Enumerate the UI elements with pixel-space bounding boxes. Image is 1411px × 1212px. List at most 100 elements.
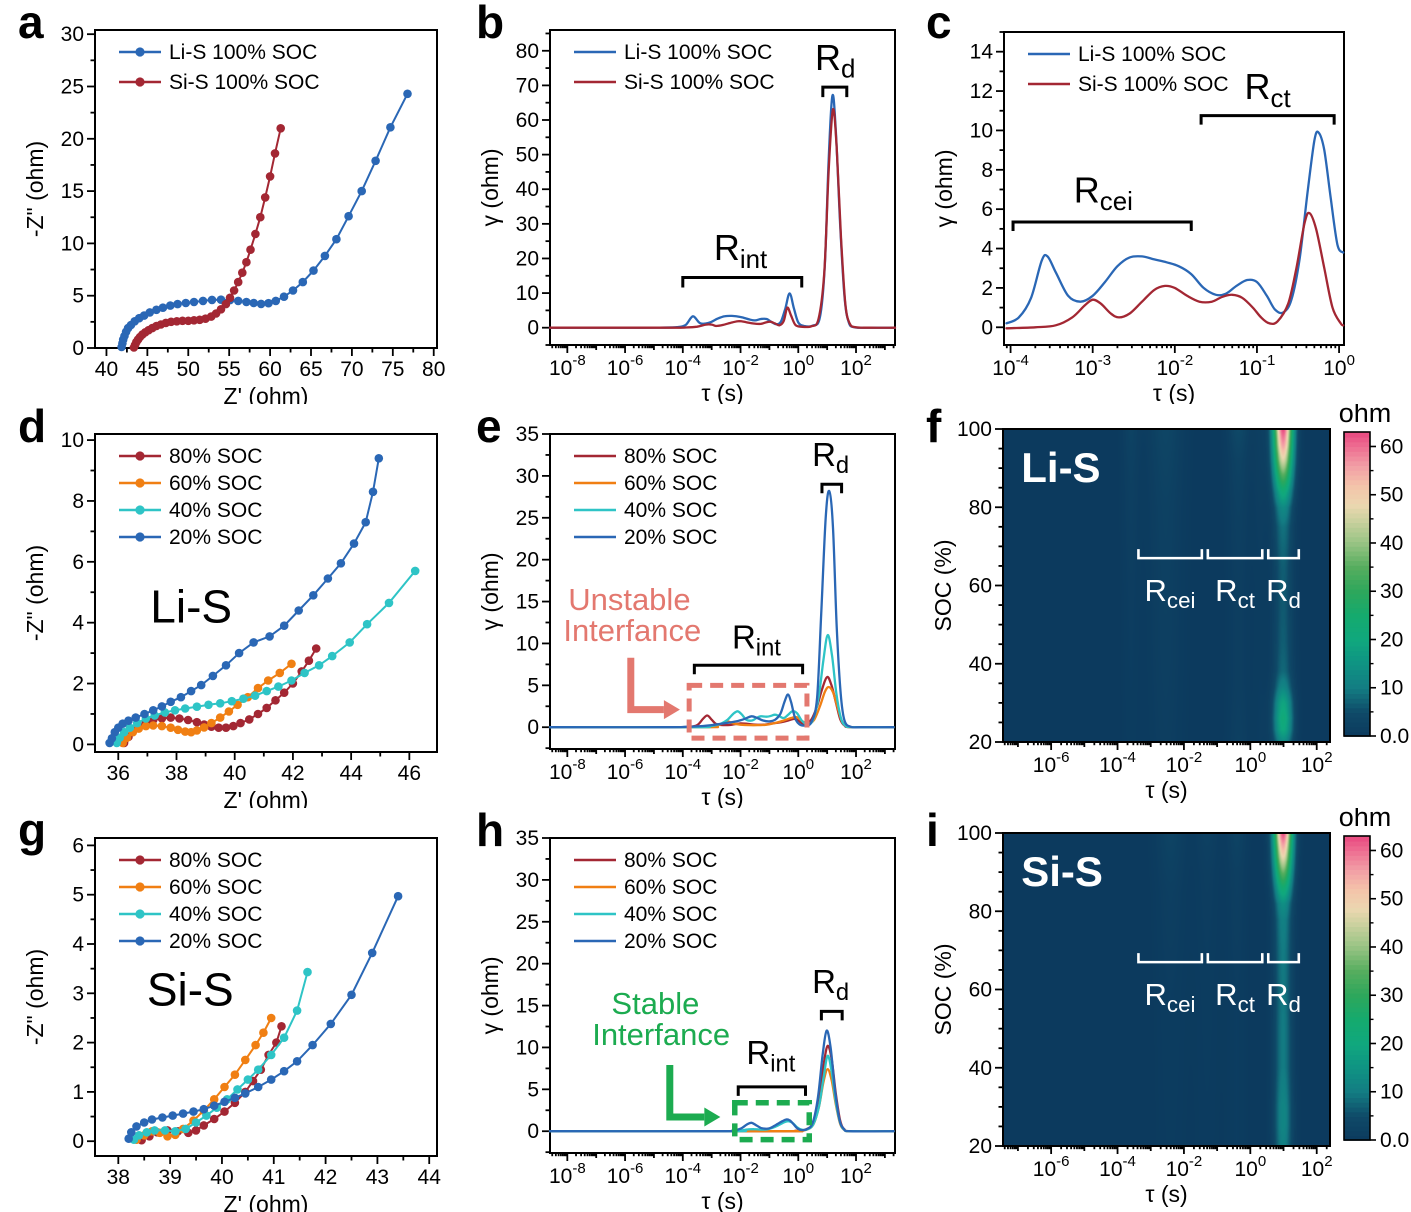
chart-f: 10-6 10-4 10-2 100 102 20 40 60 80 100 τ (s) SOC (%… — [930, 404, 1409, 803]
svg-text:10-1: 10-1 — [1239, 352, 1276, 380]
panel-c: c 10-4 10-3 10-2 10-1 100 0 2 4 6 8 10 12 14 τ (s) γ (… — [920, 0, 1411, 404]
svg-text:10-6: 10-6 — [1033, 1153, 1070, 1181]
panel-g: g 38 39 40 41 42 43 44 0 1 2 3 4 5 6 Z' (ohm) -Z" (ohm)… — [0, 804, 470, 1212]
svg-text:20% SOC: 20% SOC — [624, 526, 717, 549]
svg-text:0: 0 — [981, 316, 993, 339]
svg-text:γ (ohm): γ (ohm) — [477, 149, 503, 227]
svg-text:ohm: ohm — [1339, 404, 1392, 428]
svg-text:20: 20 — [61, 128, 84, 151]
svg-text:10-8: 10-8 — [549, 756, 586, 784]
svg-text:20% SOC: 20% SOC — [624, 930, 717, 953]
svg-text:70: 70 — [340, 358, 363, 381]
svg-text:41: 41 — [262, 1166, 285, 1189]
svg-text:5: 5 — [527, 674, 539, 697]
svg-text:5: 5 — [72, 884, 84, 907]
svg-text:36: 36 — [107, 762, 130, 785]
svg-text:30: 30 — [516, 465, 539, 488]
svg-text:SOC (%): SOC (%) — [930, 944, 956, 1036]
svg-text:Li-S 100% SOC: Li-S 100% SOC — [624, 41, 772, 64]
svg-text:Li-S 100% SOC: Li-S 100% SOC — [169, 41, 317, 64]
svg-text:60% SOC: 60% SOC — [169, 876, 262, 899]
svg-text:10-2: 10-2 — [722, 352, 759, 380]
svg-text:Si-S: Si-S — [147, 964, 234, 1016]
svg-text:4: 4 — [981, 238, 993, 261]
svg-text:Rct: Rct — [1215, 573, 1256, 613]
svg-text:102: 102 — [840, 1160, 872, 1188]
chart-b: 10-8 10-6 10-4 10-2 100 10201020304050607080τ… — [477, 29, 897, 404]
svg-text:43: 43 — [366, 1166, 389, 1189]
svg-text:τ (s): τ (s) — [1145, 1181, 1187, 1207]
svg-text:Si-S 100% SOC: Si-S 100% SOC — [624, 71, 775, 94]
svg-text:10-4: 10-4 — [664, 1160, 701, 1188]
svg-text:100: 100 — [957, 418, 992, 441]
svg-text:0: 0 — [72, 1130, 84, 1153]
svg-text:10: 10 — [516, 282, 539, 305]
svg-text:30: 30 — [61, 23, 84, 46]
svg-text:100: 100 — [1234, 749, 1266, 777]
svg-text:10-4: 10-4 — [992, 352, 1029, 380]
svg-text:60: 60 — [969, 575, 992, 598]
svg-text:10-8: 10-8 — [549, 1160, 586, 1188]
svg-text:γ (ohm): γ (ohm) — [477, 957, 503, 1035]
svg-text:45: 45 — [136, 358, 159, 381]
svg-text:40: 40 — [969, 653, 992, 676]
svg-text:Rd: Rd — [812, 963, 849, 1006]
svg-text:2: 2 — [72, 673, 84, 696]
svg-text:Li-S 100% SOC: Li-S 100% SOC — [1078, 43, 1226, 66]
svg-text:25: 25 — [516, 507, 539, 530]
svg-text:40: 40 — [969, 1057, 992, 1080]
svg-text:100: 100 — [782, 756, 814, 784]
svg-text:0.0: 0.0 — [1380, 1129, 1409, 1152]
svg-text:SOC (%): SOC (%) — [930, 540, 956, 632]
svg-text:100: 100 — [782, 1160, 814, 1188]
chart-c: 10-4 10-3 10-2 10-1 100 0 2 4 6 8 10 12 14 τ (s) γ (oh… — [931, 31, 1355, 404]
svg-text:Rd: Rd — [1266, 977, 1301, 1017]
chart-i: 10-6 10-4 10-2 100 102 20 40 60 80 100 τ (s) SOC (%… — [930, 808, 1409, 1207]
svg-text:Interfance: Interfance — [592, 1017, 730, 1052]
svg-text:Z' (ohm): Z' (ohm) — [224, 787, 309, 808]
svg-text:12: 12 — [970, 80, 993, 103]
svg-text:3: 3 — [72, 982, 84, 1005]
svg-text:τ (s): τ (s) — [701, 784, 743, 808]
svg-text:46: 46 — [398, 762, 421, 785]
svg-text:Rcei: Rcei — [1074, 169, 1133, 216]
svg-text:15: 15 — [516, 995, 539, 1018]
panel-b-letter: b — [476, 0, 505, 48]
svg-text:44: 44 — [339, 762, 363, 785]
svg-text:20% SOC: 20% SOC — [169, 526, 262, 549]
svg-text:40% SOC: 40% SOC — [169, 499, 262, 522]
svg-text:102: 102 — [1301, 1153, 1333, 1181]
chart-h: 10-8 10-6 10-4 10-2 100 102 0 5 10 15 20 25 30 35 τ (s… — [477, 827, 896, 1212]
panel-f: f 10-6 10-4 10-2 100 102 20 40 60 80 100 τ (s) SOC … — [920, 400, 1411, 808]
svg-text:70: 70 — [516, 74, 539, 97]
svg-text:Interfance: Interfance — [563, 613, 701, 648]
svg-text:τ (s): τ (s) — [701, 1188, 743, 1212]
svg-text:102: 102 — [840, 352, 872, 380]
panel-b: b 10-8 10-6 10-4 10-2 100 102 0 10 20 30 40 50 60 70 8… — [470, 0, 920, 404]
svg-text:40: 40 — [516, 178, 539, 201]
svg-text:20: 20 — [1380, 628, 1403, 651]
svg-text:40: 40 — [1380, 936, 1403, 959]
panel-a: a 40 45 50 55 60 65 70 75 80 0 5 10 15 20 25 30 Z' (ohm)… — [0, 0, 470, 404]
svg-text:65: 65 — [299, 358, 322, 381]
panel-a-letter: a — [18, 0, 44, 48]
svg-text:τ (s): τ (s) — [701, 380, 743, 404]
svg-text:10-6: 10-6 — [1033, 749, 1070, 777]
svg-text:-Z" (ohm): -Z" (ohm) — [22, 141, 48, 237]
svg-text:80: 80 — [969, 496, 992, 519]
svg-text:80% SOC: 80% SOC — [624, 445, 717, 468]
svg-text:Li-S: Li-S — [1021, 444, 1100, 491]
svg-text:10-3: 10-3 — [1074, 352, 1111, 380]
svg-text:10: 10 — [970, 119, 993, 142]
svg-text:42: 42 — [281, 762, 304, 785]
svg-text:γ (ohm): γ (ohm) — [477, 553, 503, 631]
svg-text:60: 60 — [516, 109, 539, 132]
svg-text:0: 0 — [72, 733, 84, 756]
svg-text:100: 100 — [782, 352, 814, 380]
svg-text:25: 25 — [61, 75, 84, 98]
chart-a: 40 45 50 55 60 65 70 75 80 0 5 10 15 20 25 30 Z' (ohm) -Z… — [22, 23, 445, 404]
svg-text:15: 15 — [516, 591, 539, 614]
svg-text:10-8: 10-8 — [549, 352, 586, 380]
svg-text:-Z" (ohm): -Z" (ohm) — [22, 949, 48, 1045]
svg-text:30: 30 — [516, 869, 539, 892]
